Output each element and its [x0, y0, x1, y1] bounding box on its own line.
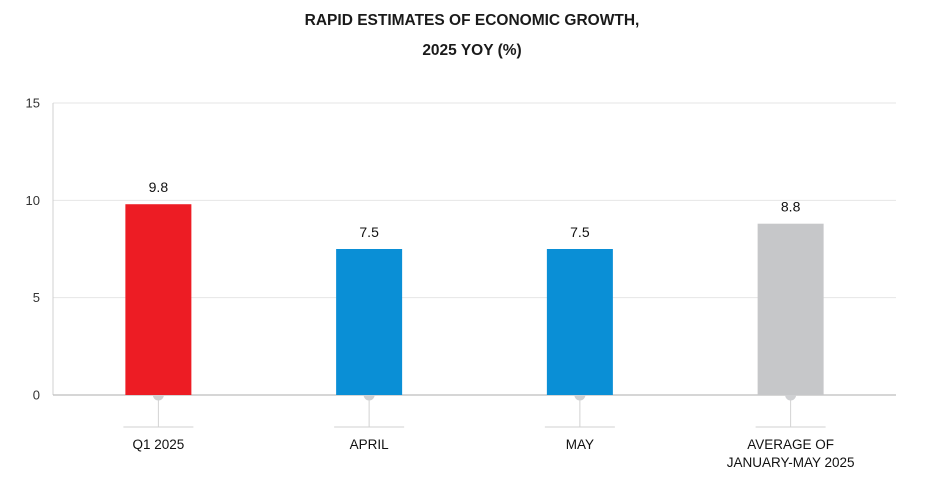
bar	[125, 204, 192, 395]
data-label: 8.8	[781, 199, 801, 215]
chart-title-line-1: RAPID ESTIMATES OF ECONOMIC GROWTH,	[304, 12, 640, 29]
y-tick-label: 10	[26, 193, 40, 208]
labels: 0 5 10 15 9.8 Q1 2025 7.5 APRIL 7.5 MAY 8.8 AVERAGE…	[26, 96, 855, 471]
y-tick-label: 5	[33, 290, 40, 305]
y-tick-label: 0	[33, 388, 40, 403]
chart-title-line-2: 2025 YOY (%)	[422, 42, 522, 59]
data-label: 9.8	[149, 179, 169, 195]
y-tick-label: 15	[26, 96, 40, 111]
bar	[757, 223, 824, 395]
x-tick-label: MAY	[566, 437, 594, 452]
x-tick-label: Q1 2025	[132, 437, 184, 452]
data-label: 7.5	[570, 224, 590, 240]
grid-lines	[53, 102, 896, 299]
bar	[546, 249, 613, 395]
bars	[125, 204, 824, 395]
x-tick-label: AVERAGE OF	[747, 437, 834, 452]
data-label: 7.5	[359, 224, 379, 240]
bar	[336, 249, 403, 395]
x-tick-label: APRIL	[350, 437, 390, 452]
x-tick-label: JANUARY-MAY 2025	[727, 455, 855, 470]
